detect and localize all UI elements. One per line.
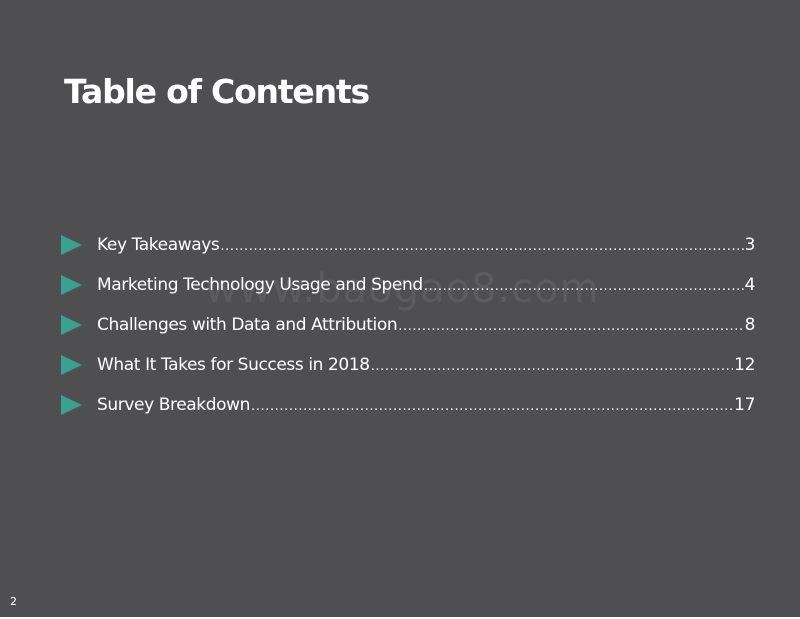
triangle-bullet-icon <box>61 235 82 255</box>
toc-item-marketing-technology[interactable]: Marketing Technology Usage and Spend ...… <box>61 265 755 305</box>
toc-item-success-2018[interactable]: What It Takes for Success in 2018 ......… <box>61 345 755 385</box>
table-of-contents: Key Takeaways ..........................… <box>61 225 755 425</box>
page-title: Table of Contents <box>64 72 370 111</box>
dot-leader: ........................................… <box>423 280 744 294</box>
triangle-bullet-icon <box>61 275 82 295</box>
dot-leader: ........................................… <box>398 320 744 334</box>
toc-item-page: 17 <box>734 395 755 415</box>
dot-leader: ........................................… <box>251 400 733 414</box>
toc-item-page: 4 <box>744 275 756 295</box>
toc-item-page: 3 <box>744 235 756 255</box>
toc-item-page: 12 <box>734 355 755 375</box>
dot-leader: ........................................… <box>220 240 743 254</box>
triangle-bullet-icon <box>61 315 82 335</box>
dot-leader: ........................................… <box>370 360 733 374</box>
page-number: 2 <box>10 595 17 608</box>
toc-item-challenges[interactable]: Challenges with Data and Attribution ...… <box>61 305 755 345</box>
triangle-bullet-icon <box>61 395 82 415</box>
toc-item-label: Challenges with Data and Attribution <box>97 315 398 335</box>
toc-item-label: Key Takeaways <box>97 235 220 255</box>
toc-item-label: What It Takes for Success in 2018 <box>97 355 370 375</box>
toc-item-label: Survey Breakdown <box>97 395 251 415</box>
toc-item-label: Marketing Technology Usage and Spend <box>97 275 423 295</box>
toc-item-page: 8 <box>744 315 756 335</box>
triangle-bullet-icon <box>61 355 82 375</box>
toc-item-survey-breakdown[interactable]: Survey Breakdown .......................… <box>61 385 755 425</box>
toc-item-key-takeaways[interactable]: Key Takeaways ..........................… <box>61 225 755 265</box>
